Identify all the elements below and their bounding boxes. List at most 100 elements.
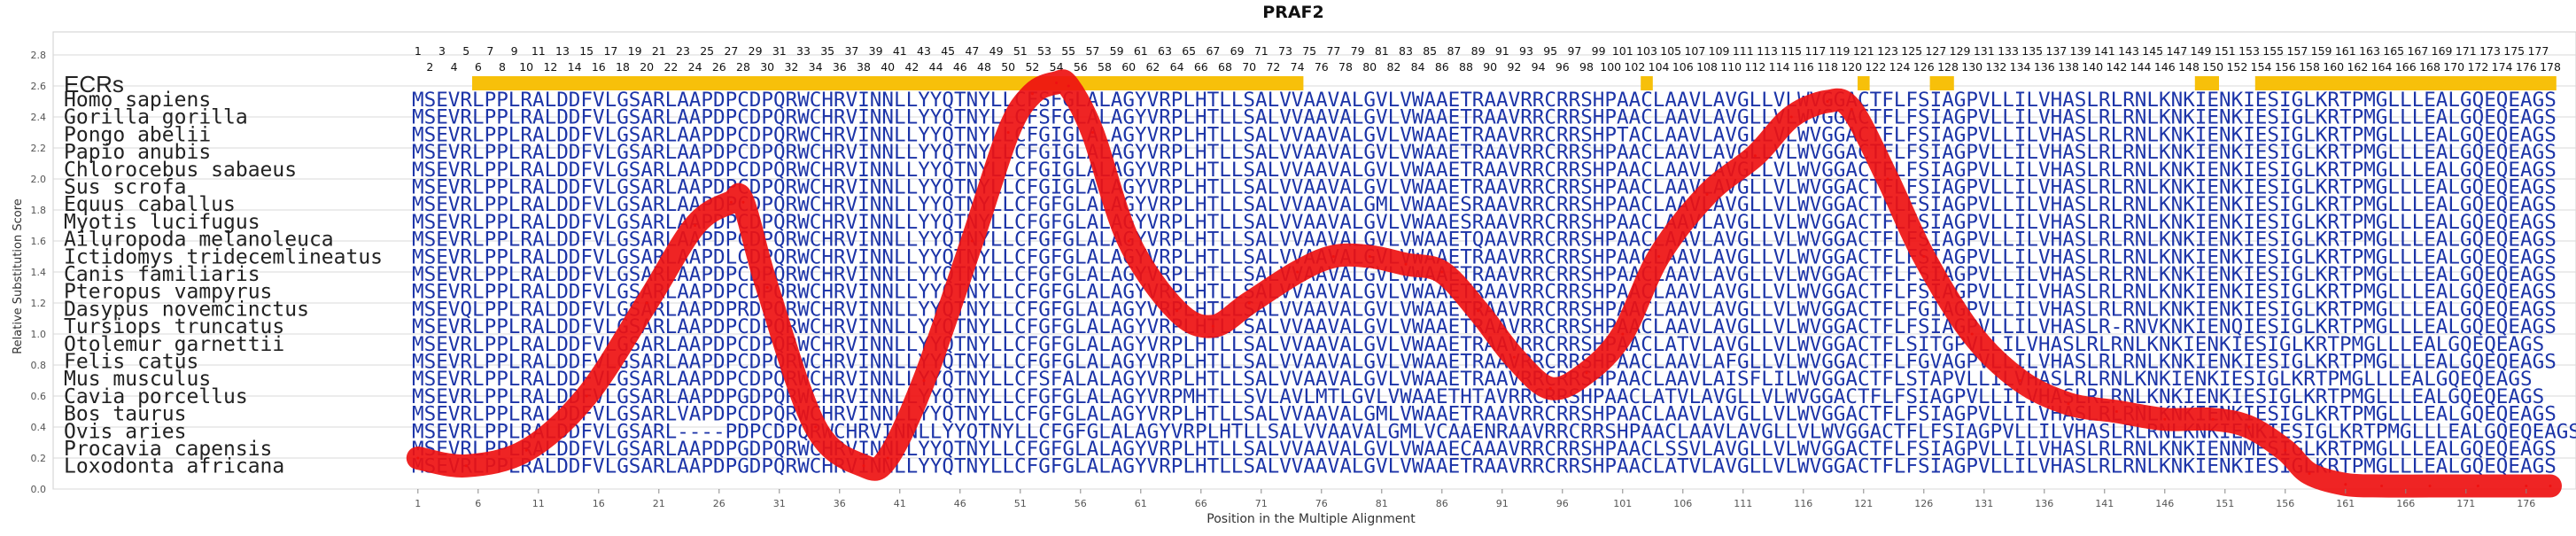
position-number: 11 xyxy=(531,44,546,58)
curve-point xyxy=(1211,324,1214,328)
curve-point xyxy=(1127,239,1130,243)
position-number: 115 xyxy=(1781,44,1802,58)
position-number: 164 xyxy=(2371,60,2393,74)
species-label: Ictidomys tridecemlineatus xyxy=(64,245,383,268)
position-number: 15 xyxy=(579,44,594,58)
x-tick-label: 11 xyxy=(532,498,545,509)
curve-point xyxy=(1175,309,1179,313)
ecr-bars xyxy=(472,76,2557,90)
position-number: 92 xyxy=(1507,60,1521,74)
position-number: 99 xyxy=(1592,44,1606,58)
position-number: 12 xyxy=(543,60,557,74)
position-number: 50 xyxy=(1001,60,1015,74)
position-number: 157 xyxy=(2286,44,2308,58)
y-tick-label: 0.2 xyxy=(31,453,47,464)
ecr-bar xyxy=(472,76,1304,90)
position-number: 161 xyxy=(2335,44,2356,58)
position-number: 112 xyxy=(1744,60,1765,74)
species-label: Canis familiaris xyxy=(64,263,260,286)
position-number: 166 xyxy=(2395,60,2417,74)
y-axis-ticks: 0.0 0.2 0.4 0.6 0.8 1.0 1.2 1.4 1.6 1.8 2.0 2.2 2.4 2… xyxy=(31,50,47,495)
position-number: 2 xyxy=(426,60,433,74)
curve-point xyxy=(2308,472,2311,475)
y-tick-label: 0.0 xyxy=(31,484,47,495)
curve-point xyxy=(1826,100,1829,103)
curve-point xyxy=(524,448,528,452)
position-number: 45 xyxy=(941,44,955,58)
position-number: 39 xyxy=(869,44,883,58)
position-number: 100 xyxy=(1600,60,1621,74)
position-number: 154 xyxy=(2251,60,2272,74)
species-label: Pteropus vampyrus xyxy=(64,281,272,304)
y-tick-label: 1.8 xyxy=(31,205,47,216)
position-number: 159 xyxy=(2311,44,2332,58)
position-number: 148 xyxy=(2178,60,2200,74)
position-number: 57 xyxy=(1085,44,1099,58)
position-number: 22 xyxy=(663,60,678,74)
y-tick-label: 2.2 xyxy=(31,143,47,154)
y-tick-label: 1.4 xyxy=(31,267,47,278)
curve-point xyxy=(1030,92,1034,96)
x-tick-label: 126 xyxy=(1914,498,1933,509)
y-tick-label: 2.4 xyxy=(31,112,47,123)
species-label: Homo sapiens xyxy=(64,89,211,112)
position-number: 77 xyxy=(1326,44,1340,58)
position-number: 135 xyxy=(2021,44,2043,58)
position-number: 97 xyxy=(1567,44,1581,58)
position-number: 153 xyxy=(2238,44,2260,58)
position-number: 7 xyxy=(486,44,493,58)
curve-point xyxy=(922,379,926,382)
position-number: 118 xyxy=(1817,60,1838,74)
position-number: 127 xyxy=(1925,44,1946,58)
y-tick-label: 1.6 xyxy=(31,236,47,247)
curve-point xyxy=(1585,371,1588,375)
position-number: 134 xyxy=(2010,60,2031,74)
grid-lines xyxy=(53,54,2576,490)
x-tick-label: 91 xyxy=(1496,498,1509,509)
curve-point xyxy=(694,224,697,227)
y-tick-label: 1.0 xyxy=(31,329,47,340)
curve-point xyxy=(1753,154,1757,158)
sequence-row: MSEVRLPPLRALDDFVLGSARLAAPDPCDPQRWCHRVINN… xyxy=(412,352,2557,374)
position-number: 122 xyxy=(1865,60,1886,74)
species-label: Chlorocebus sabaeus xyxy=(64,159,297,182)
sequence-row: MSEVRLPPLRALDDFVLGSARLAAPDPCDPQRWCHRVINN… xyxy=(412,107,2557,129)
position-number: 27 xyxy=(724,44,738,58)
position-number: 173 xyxy=(2479,44,2501,58)
position-number: 167 xyxy=(2407,44,2428,58)
position-number: 120 xyxy=(1841,60,1862,74)
curve-point xyxy=(1922,255,1926,258)
curve-point xyxy=(2163,417,2167,421)
position-number: 72 xyxy=(1266,60,1280,74)
position-number: 126 xyxy=(1913,60,1935,74)
curve-point xyxy=(1368,255,1371,258)
position-number: 32 xyxy=(784,60,798,74)
position-number: 66 xyxy=(1194,60,1208,74)
position-number: 35 xyxy=(820,44,834,58)
x-axis-ticks: 1 6 11 16 21 26 31 36 41 46 51 56 61 66 71 76 81 86 91 96 10… xyxy=(415,489,2535,509)
position-number: 40 xyxy=(881,60,895,74)
x-tick-label: 16 xyxy=(593,498,605,509)
position-number: 170 xyxy=(2443,60,2464,74)
position-number: 133 xyxy=(1998,44,2019,58)
position-number: 19 xyxy=(628,44,642,58)
position-number: 69 xyxy=(1230,44,1245,58)
position-number: 155 xyxy=(2262,44,2284,58)
position-number: 29 xyxy=(749,44,763,58)
position-number: 106 xyxy=(1672,60,1694,74)
position-number: 172 xyxy=(2467,60,2488,74)
position-number: 174 xyxy=(2492,60,2513,74)
sequence-row: MSEVRLPPLRALDDFVLGSARLAAPDPCDPQRWCHRVINN… xyxy=(412,334,2544,356)
position-number: 138 xyxy=(2058,60,2079,74)
sequence-row: MSEVRLPPLRALDDFVLGSARLAAPDPCDPQRWCHRVINN… xyxy=(412,177,2557,199)
x-tick-label: 96 xyxy=(1556,498,1569,509)
position-number: 113 xyxy=(1757,44,1778,58)
curve-point xyxy=(585,394,588,398)
curve-point xyxy=(2549,485,2552,487)
position-number: 121 xyxy=(1853,44,1874,58)
x-tick-label: 56 xyxy=(1075,498,1087,509)
position-number: 20 xyxy=(640,60,654,74)
position-number: 6 xyxy=(475,60,482,74)
position-number: 58 xyxy=(1098,60,1112,74)
